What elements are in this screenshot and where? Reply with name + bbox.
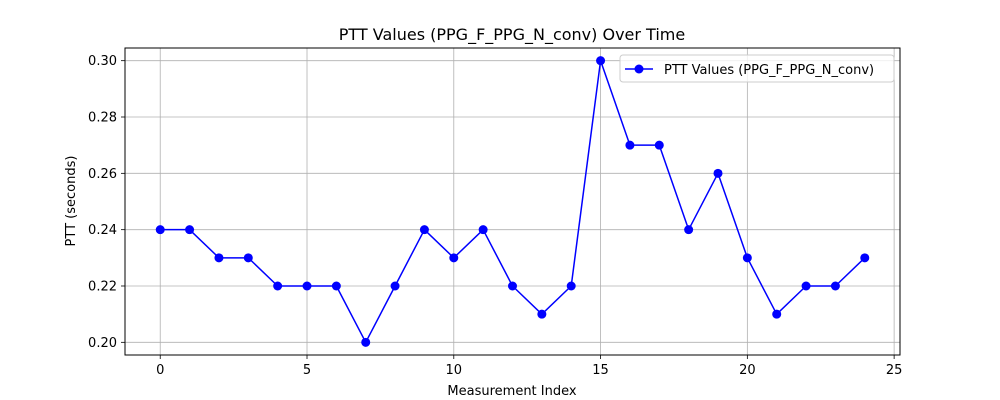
data-point: [596, 56, 606, 66]
data-point: [772, 309, 782, 319]
x-tick-label: 5: [303, 363, 311, 378]
series-layer: [155, 56, 870, 347]
plot-area: [125, 48, 900, 355]
data-point: [684, 225, 694, 235]
legend-marker-swatch: [634, 64, 644, 74]
y-axis-title: PTT (seconds): [64, 156, 79, 247]
x-axis-ticks: 0 5 10 15 20 25: [156, 355, 902, 378]
data-point: [214, 253, 224, 263]
plot-frame: [124, 47, 901, 356]
data-point: [449, 253, 459, 263]
x-tick-label: 15: [592, 363, 609, 378]
legend: PTT Values (PPG_F_PPG_N_conv): [619, 54, 895, 83]
x-tick-label: 25: [886, 363, 903, 378]
data-point: [361, 337, 371, 347]
data-point: [566, 281, 576, 291]
data-point: [478, 225, 488, 235]
x-tick-label: 10: [446, 363, 463, 378]
data-point: [302, 281, 312, 291]
legend-label: PTT Values (PPG_F_PPG_N_conv): [664, 63, 874, 78]
legend-box: [619, 54, 895, 83]
x-tick-label: 0: [156, 363, 164, 378]
data-point: [155, 225, 165, 235]
data-point: [713, 168, 723, 178]
data-point: [419, 225, 429, 235]
x-tick-label: 20: [739, 363, 756, 378]
y-tick-label: 0.30: [88, 54, 117, 69]
data-point: [508, 281, 517, 291]
grid: [125, 48, 900, 355]
y-tick-label: 0.28: [88, 111, 117, 126]
chart-title: PTT Values (PPG_F_PPG_N_conv) Over Time: [339, 25, 685, 45]
y-axis-ticks: 0.20 0.22 0.24 0.26 0.28 0.30: [88, 54, 125, 351]
data-point: [625, 140, 635, 150]
data-point: [742, 253, 752, 263]
data-point: [185, 225, 195, 235]
y-tick-label: 0.26: [88, 167, 117, 182]
data-point: [331, 281, 341, 291]
data-point: [273, 281, 283, 291]
x-axis-title: Measurement Index: [447, 384, 576, 399]
data-point: [243, 253, 253, 263]
data-point: [537, 309, 547, 319]
data-point: [860, 253, 870, 263]
y-tick-label: 0.20: [88, 336, 117, 351]
y-tick-label: 0.22: [88, 279, 117, 294]
data-point: [830, 281, 840, 291]
data-point: [801, 281, 811, 291]
y-tick-label: 0.24: [88, 223, 117, 238]
data-point: [390, 281, 400, 291]
data-point: [654, 140, 664, 150]
